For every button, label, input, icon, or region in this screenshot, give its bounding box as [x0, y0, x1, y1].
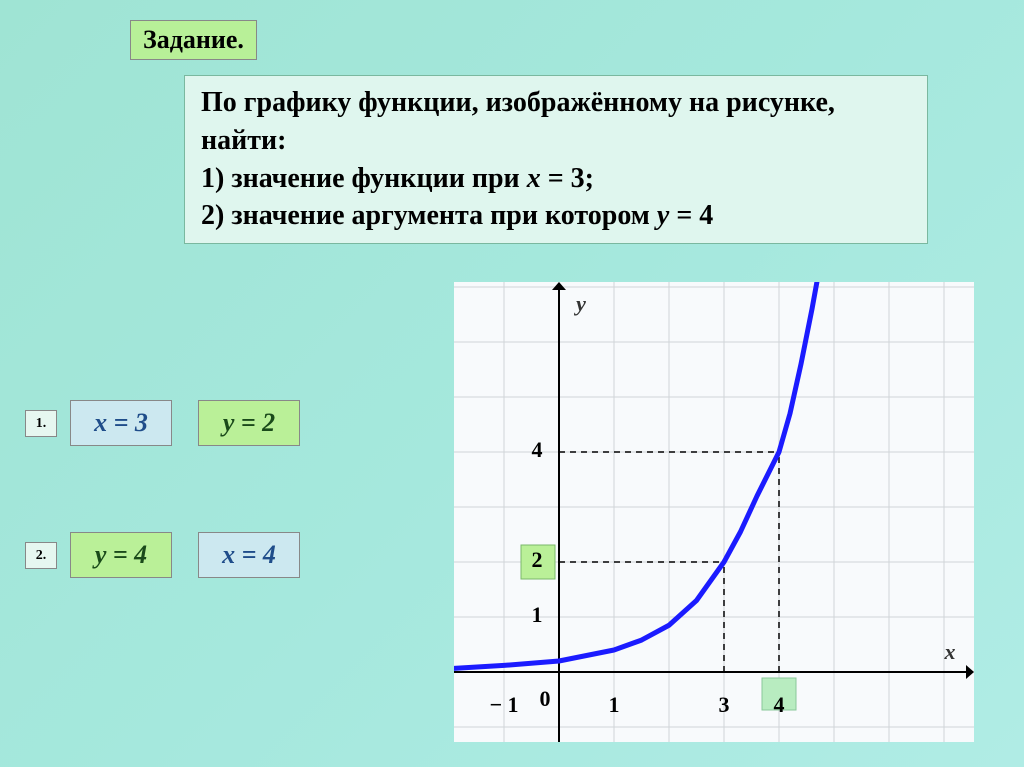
- svg-text:y: y: [573, 291, 586, 316]
- q1-var: х: [527, 163, 541, 194]
- label-2: 2.: [25, 542, 57, 569]
- svg-text:− 1: − 1: [489, 692, 518, 717]
- svg-text:0: 0: [540, 686, 551, 711]
- instruction-box: По графику функции, изображённому на рис…: [184, 75, 928, 244]
- svg-text:4: 4: [532, 437, 543, 462]
- answer-2b: x = 4: [198, 532, 300, 578]
- svg-text:2: 2: [532, 547, 543, 572]
- svg-text:3: 3: [719, 692, 730, 717]
- svg-text:x: x: [944, 639, 956, 664]
- svg-text:1: 1: [532, 602, 543, 627]
- label-1: 1.: [25, 410, 57, 437]
- q1-pre: 1) значение функции при: [201, 163, 527, 194]
- instruction-intro: По графику функции, изображённому на рис…: [201, 87, 835, 156]
- task-badge: Задание.: [130, 20, 257, 60]
- q2-var: у: [657, 200, 669, 231]
- q2-post: = 4: [669, 200, 713, 231]
- answer-1a: x = 3: [70, 400, 172, 446]
- answer-1b: y = 2: [198, 400, 300, 446]
- q2-pre: 2) значение аргумента при котором: [201, 200, 657, 231]
- q1-post: = 3;: [541, 163, 594, 194]
- svg-text:1: 1: [609, 692, 620, 717]
- answer-2a: y = 4: [70, 532, 172, 578]
- function-graph: − 1 1 3 4 1 2 4 0 x y: [454, 282, 974, 742]
- svg-text:4: 4: [774, 692, 785, 717]
